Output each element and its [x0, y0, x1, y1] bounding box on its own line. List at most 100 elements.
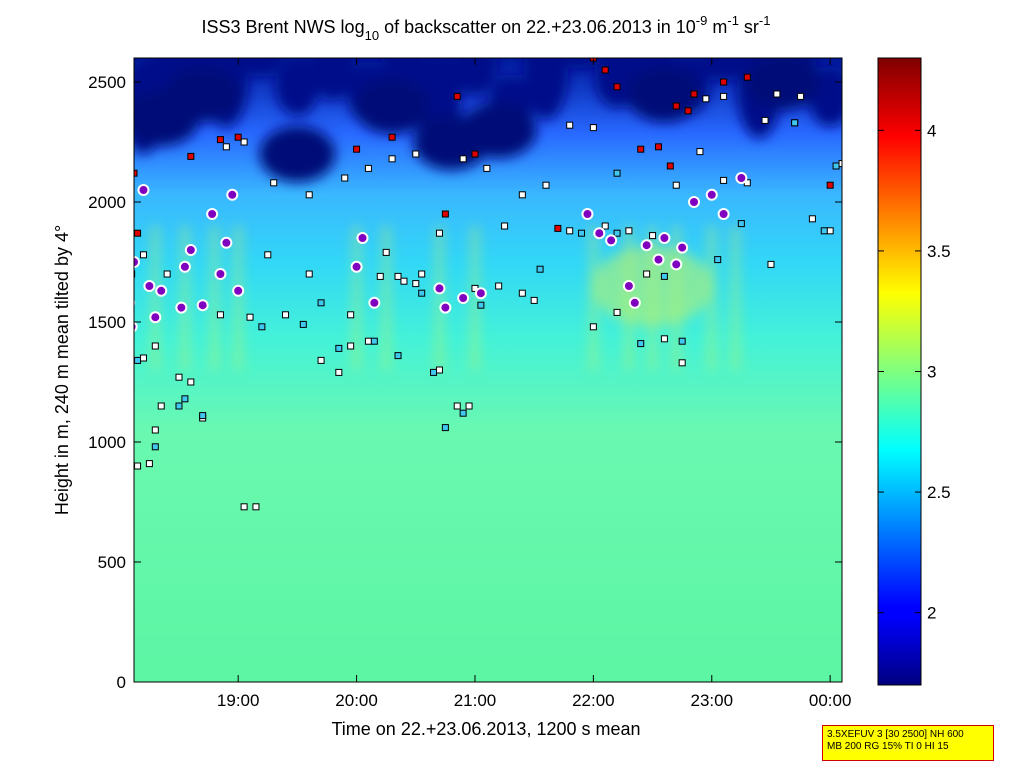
- dark-patch: [164, 66, 241, 122]
- layer-marker-square: [123, 230, 129, 236]
- layer-marker-square: [441, 424, 449, 432]
- layer-marker-circle: [149, 311, 162, 324]
- layer-marker-circle: [474, 287, 487, 300]
- layer-marker-square: [400, 277, 408, 285]
- layer-marker-square: [672, 181, 680, 189]
- layer-marker-square: [613, 308, 621, 316]
- layer-marker-square: [542, 181, 550, 189]
- dark-patch: [311, 58, 355, 101]
- layer-marker-circle: [605, 234, 618, 247]
- layer-marker-square: [589, 124, 597, 132]
- layer-marker-square: [240, 503, 248, 511]
- x-tick-label: 00:00: [809, 691, 852, 710]
- y-tick-label: 2500: [88, 73, 126, 92]
- streak: [732, 226, 739, 370]
- layer-marker-square: [252, 503, 260, 511]
- layer-marker-square: [430, 368, 438, 376]
- layer-marker-square: [151, 342, 159, 350]
- layer-marker-square: [483, 164, 491, 172]
- layer-marker-square: [435, 229, 443, 237]
- layer-marker-square: [412, 150, 420, 158]
- layer-marker-square: [684, 107, 692, 115]
- layer-marker-square: [660, 272, 668, 280]
- layer-marker-circle: [717, 208, 730, 220]
- layer-marker-square: [459, 155, 467, 163]
- layer-marker-square: [335, 368, 343, 376]
- layer-marker-square: [222, 143, 230, 151]
- colorbar: 2 2.5 3 3.5 4: [877, 57, 951, 686]
- layer-marker-square: [151, 443, 159, 451]
- layer-marker-square: [637, 340, 645, 348]
- layer-marker-square: [767, 260, 775, 268]
- layer-marker-square: [270, 179, 278, 187]
- layer-marker-circle: [206, 208, 219, 220]
- layer-marker-circle: [178, 260, 191, 273]
- layer-marker-square: [151, 426, 159, 434]
- layer-marker-circle: [368, 296, 381, 309]
- colorbar-tick-label: 4: [927, 121, 936, 140]
- layer-marker-square: [660, 335, 668, 343]
- y-tick-label: 1000: [88, 433, 126, 452]
- layer-marker-circle: [155, 284, 168, 297]
- layer-marker-square: [134, 356, 142, 364]
- info-line-2: MB 200 RG 15% TI 0 HI 15: [827, 741, 949, 752]
- y-axis: 0 500 1000 1500 2000 2500: [88, 73, 842, 692]
- streak: [471, 226, 478, 370]
- streak: [590, 226, 597, 370]
- warm-patch: [592, 246, 713, 326]
- dark-patch: [259, 126, 336, 182]
- layer-marker-circle: [670, 258, 683, 271]
- layer-marker-square: [240, 138, 248, 146]
- layer-marker-square: [465, 402, 473, 410]
- layer-marker-square: [791, 119, 799, 127]
- layer-marker-square: [536, 265, 544, 273]
- layer-marker-square: [199, 412, 207, 420]
- layer-marker-square: [702, 95, 710, 103]
- layer-marker-circle: [457, 292, 470, 304]
- layer-marker-square: [441, 210, 449, 218]
- layer-marker-square: [163, 270, 171, 278]
- layer-marker-square: [139, 251, 147, 259]
- layer-marker-circle: [433, 282, 446, 295]
- layer-marker-square: [370, 337, 378, 345]
- layer-marker-square: [826, 227, 834, 235]
- layer-marker-square: [175, 402, 183, 410]
- layer-marker-square: [418, 289, 426, 297]
- layer-marker-square: [282, 311, 290, 319]
- layer-marker-square: [678, 359, 686, 367]
- layer-marker-circle: [220, 236, 233, 249]
- dark-patch: [413, 114, 490, 170]
- colorbar-tick-label: 3: [927, 363, 936, 382]
- layer-marker-square: [453, 402, 461, 410]
- layer-marker-circle: [688, 196, 701, 208]
- y-axis-label: Height in m, 240 m mean tilted by 4°: [52, 225, 72, 515]
- layer-marker-square: [666, 162, 674, 170]
- layer-marker-square: [145, 460, 153, 468]
- layer-marker-square: [601, 222, 609, 230]
- dark-patch: [702, 58, 745, 82]
- colorbar-tick-label: 2.5: [927, 483, 951, 502]
- layer-marker-square: [134, 229, 142, 237]
- layer-marker-square: [353, 145, 361, 153]
- layer-marker-square: [394, 352, 402, 360]
- layer-marker-circle: [184, 244, 197, 256]
- layer-marker-square: [341, 174, 349, 182]
- layer-marker-square: [761, 116, 769, 124]
- y-tick-label: 500: [98, 553, 126, 572]
- layer-marker-square: [820, 227, 828, 235]
- layer-marker-square: [246, 313, 254, 321]
- layer-marker-square: [501, 222, 509, 230]
- layer-marker-square: [808, 215, 816, 223]
- layer-marker-square: [216, 311, 224, 319]
- dark-patch: [275, 58, 320, 116]
- layer-marker-square: [589, 323, 597, 331]
- streak: [353, 226, 360, 370]
- layer-marker-circle: [134, 256, 140, 268]
- layer-marker-square: [714, 256, 722, 264]
- layer-marker-circle: [134, 299, 136, 307]
- layer-marker-square: [234, 133, 242, 141]
- streak: [152, 226, 159, 370]
- layer-marker-square: [649, 232, 657, 240]
- layer-marker-square: [317, 299, 325, 307]
- layer-marker-square: [690, 90, 698, 98]
